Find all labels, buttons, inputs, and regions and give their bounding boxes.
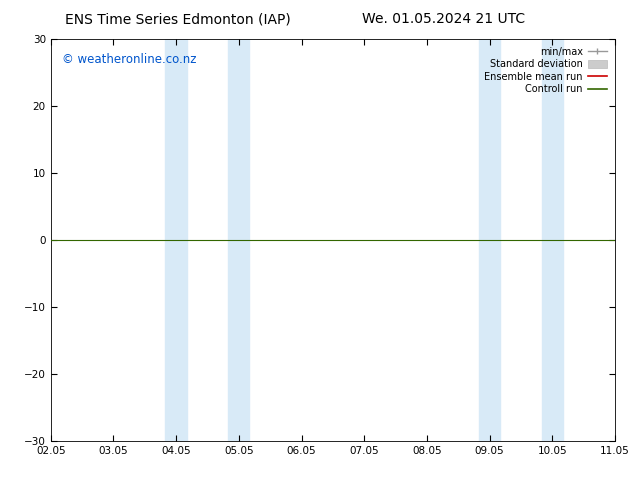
Text: © weatheronline.co.nz: © weatheronline.co.nz xyxy=(62,53,197,66)
Text: ENS Time Series Edmonton (IAP): ENS Time Series Edmonton (IAP) xyxy=(65,12,290,26)
Bar xyxy=(541,39,563,441)
Bar xyxy=(165,39,187,441)
Bar xyxy=(228,39,249,441)
Text: We. 01.05.2024 21 UTC: We. 01.05.2024 21 UTC xyxy=(362,12,526,26)
Legend: min/max, Standard deviation, Ensemble mean run, Controll run: min/max, Standard deviation, Ensemble me… xyxy=(481,44,610,97)
Bar xyxy=(479,39,500,441)
